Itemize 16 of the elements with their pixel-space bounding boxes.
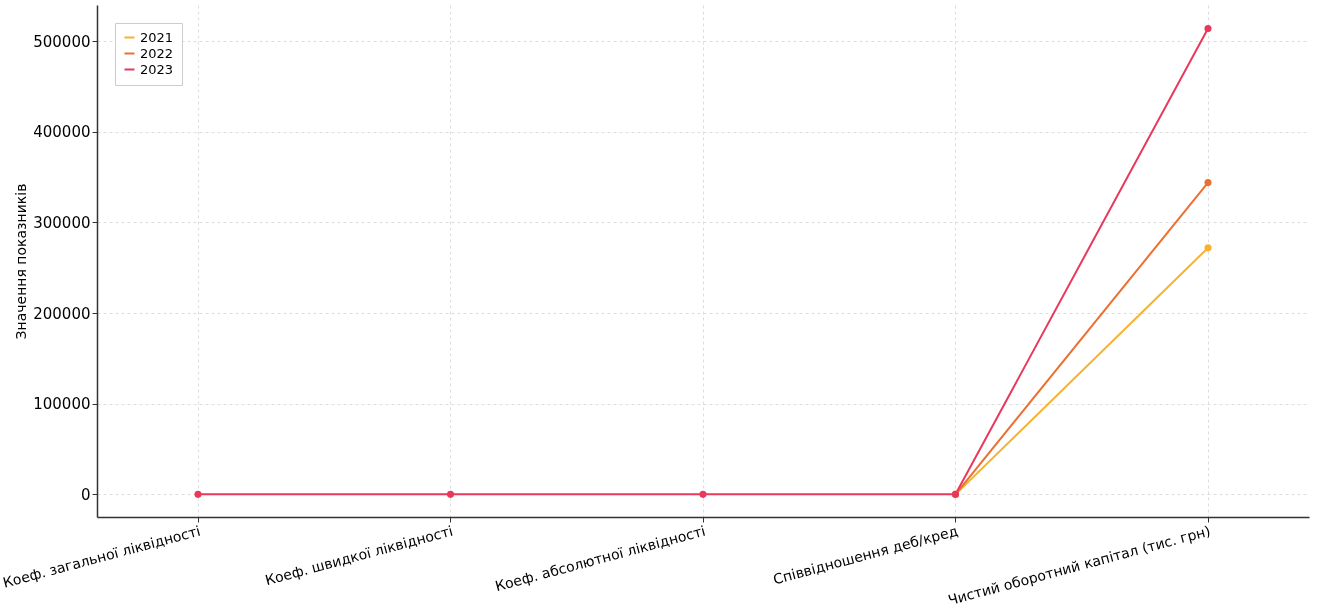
y-tick-label: 400000 <box>33 123 91 142</box>
legend-label: 2021 <box>140 29 174 45</box>
y-tick-label: 500000 <box>33 32 91 51</box>
point <box>1204 179 1212 187</box>
legend-label: 2022 <box>140 45 174 61</box>
point <box>1204 244 1212 252</box>
y-tick-label: 300000 <box>33 213 91 232</box>
point <box>699 490 707 498</box>
y-tick-label: 0 <box>80 485 91 504</box>
y-axis-title: Значення показників <box>13 183 30 340</box>
y-tick-label: 100000 <box>33 395 91 414</box>
y-tick-label: 200000 <box>33 304 91 323</box>
legend-label: 2023 <box>140 61 174 77</box>
point <box>1204 25 1212 33</box>
point <box>446 490 455 498</box>
point <box>194 490 202 498</box>
